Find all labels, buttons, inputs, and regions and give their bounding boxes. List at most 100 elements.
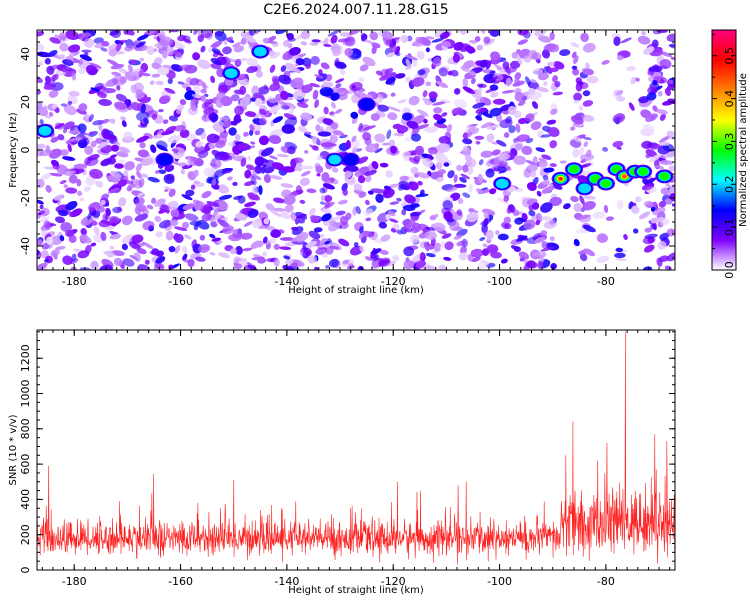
spectrogram-blob bbox=[387, 106, 401, 112]
spectrogram-blob bbox=[403, 246, 415, 257]
spectrogram-blob bbox=[582, 136, 592, 141]
spectrogram-blob bbox=[300, 112, 312, 121]
spectrogram-blob bbox=[460, 245, 467, 255]
spectrogram-blob bbox=[156, 250, 164, 257]
spectrogram-blob bbox=[197, 59, 211, 70]
spectrogram-blob bbox=[124, 44, 135, 52]
spectrogram-blob bbox=[309, 83, 320, 88]
spectrogram-blob bbox=[40, 207, 50, 217]
spectrogram-blob bbox=[453, 234, 463, 240]
spectrogram-blob bbox=[190, 101, 196, 111]
spectrogram-blob bbox=[202, 81, 207, 92]
spectrogram-blob bbox=[466, 158, 477, 168]
spectrogram-blob bbox=[341, 259, 354, 268]
spectrogram-blob bbox=[468, 70, 476, 76]
spectrogram-blob bbox=[260, 147, 274, 157]
spectrogram-blob bbox=[195, 141, 204, 148]
spectrogram-blob bbox=[438, 264, 447, 270]
spectrogram-blob bbox=[65, 30, 79, 40]
spectrogram-blob bbox=[210, 158, 222, 169]
spectrogram-blob bbox=[210, 113, 219, 123]
spectrogram-blob bbox=[580, 32, 589, 43]
spectrogram-blob bbox=[397, 99, 407, 104]
spectrogram-blob bbox=[413, 42, 424, 47]
spectrogram-blob bbox=[46, 236, 54, 245]
spectrogram-blob bbox=[146, 204, 154, 210]
spectrogram-blob bbox=[181, 164, 193, 170]
spectrogram-hotspot bbox=[637, 167, 649, 176]
spectrogram-blob bbox=[281, 166, 295, 173]
spectrogram-blob bbox=[268, 155, 278, 160]
spectrogram-blob bbox=[102, 134, 117, 140]
spectrogram-blob bbox=[181, 82, 189, 89]
spectrogram-blob bbox=[474, 135, 485, 140]
spectrogram-blob bbox=[239, 97, 251, 107]
colorbar: 0.0 0.1 0.2 0.3 0.4 0.5 Normalized spectral a… bbox=[711, 29, 749, 279]
spectrogram-blob bbox=[658, 255, 669, 263]
spectrogram-hotspot bbox=[358, 98, 375, 111]
spectrogram-blob bbox=[523, 219, 536, 230]
spectrogram-blob bbox=[456, 164, 463, 171]
spectrogram-blob bbox=[428, 91, 438, 100]
spectrogram-blob bbox=[669, 44, 675, 49]
spectrogram-x-tick-label: -100 bbox=[487, 275, 512, 288]
spectrogram-x-tick-label: -80 bbox=[597, 275, 615, 288]
spectrogram-blob bbox=[319, 187, 326, 194]
spectrogram-blob bbox=[514, 72, 522, 80]
spectrogram-blob bbox=[232, 228, 242, 239]
spectrogram-blob bbox=[300, 41, 308, 46]
spectrogram-blob bbox=[272, 162, 285, 170]
spectrogram-blob bbox=[331, 167, 339, 173]
spectrogram-blob bbox=[210, 221, 218, 228]
spectrogram-blob bbox=[639, 211, 650, 220]
spectrogram-blob bbox=[71, 253, 77, 262]
spectrogram-blob bbox=[161, 36, 174, 46]
spectrogram-blob bbox=[541, 216, 552, 221]
spectrogram-blob bbox=[246, 58, 259, 67]
spectrogram-blob bbox=[648, 65, 663, 73]
spectrogram-blob bbox=[615, 258, 628, 262]
spectrogram-blob bbox=[392, 255, 400, 262]
spectrogram-blob bbox=[319, 86, 334, 97]
spectrogram-blob bbox=[649, 143, 661, 150]
spectrogram-blob bbox=[579, 163, 592, 168]
spectrogram-blob bbox=[577, 214, 591, 220]
spectrogram-blob bbox=[476, 83, 487, 88]
spectrogram-blob bbox=[467, 167, 474, 176]
spectrogram-blob bbox=[243, 221, 253, 227]
spectrogram-blob bbox=[472, 102, 486, 109]
spectrogram-blob bbox=[325, 74, 333, 82]
spectrogram-blob bbox=[373, 238, 383, 244]
spectrogram-blob bbox=[93, 226, 100, 236]
spectrogram-blob bbox=[582, 224, 596, 233]
spectrogram-blob bbox=[135, 41, 146, 48]
spectrogram-blob bbox=[80, 228, 87, 236]
spectrogram-blob bbox=[105, 202, 110, 207]
spectrogram-blob bbox=[505, 116, 512, 124]
spectrogram-blob bbox=[412, 115, 425, 125]
spectrogram-blob bbox=[612, 140, 624, 148]
spectrogram-blob bbox=[218, 151, 230, 161]
spectrogram-blob bbox=[100, 158, 113, 166]
spectrogram-blob bbox=[441, 40, 452, 48]
spectrogram-blob bbox=[62, 59, 74, 66]
spectrogram-blob bbox=[78, 67, 86, 75]
spectrogram-blob bbox=[298, 219, 306, 224]
spectrogram-blob bbox=[106, 251, 115, 258]
spectrogram-blob bbox=[201, 101, 214, 111]
spectrogram-blob bbox=[541, 185, 555, 194]
spectrogram-blob bbox=[40, 172, 53, 181]
spectrogram-blob bbox=[418, 209, 426, 215]
spectrogram-blob bbox=[578, 105, 584, 111]
spectrogram-blob bbox=[528, 210, 536, 217]
spectrogram-blob bbox=[489, 51, 501, 61]
spectrogram-blob bbox=[108, 43, 118, 50]
spectrogram-blob bbox=[121, 120, 127, 128]
spectrogram-blob bbox=[297, 213, 307, 219]
spectrogram-blob bbox=[630, 76, 637, 85]
spectrogram-blob bbox=[70, 140, 78, 146]
spectrogram-blob bbox=[382, 142, 390, 146]
spectrogram-blob bbox=[489, 107, 502, 117]
spectrogram-blob bbox=[50, 159, 60, 167]
spectrogram-blob bbox=[614, 252, 626, 259]
